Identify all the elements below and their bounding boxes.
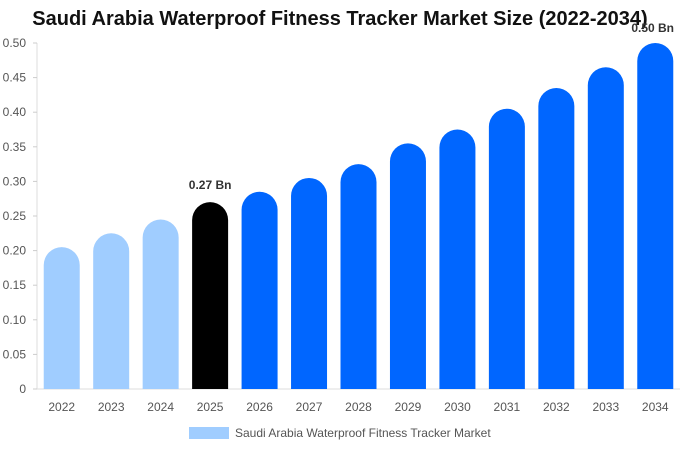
legend-label: Saudi Arabia Waterproof Fitness Tracker … xyxy=(235,426,491,440)
y-tick-label: 0.50 xyxy=(3,36,27,50)
bar-2026 xyxy=(241,191,278,389)
y-tick-label: 0.35 xyxy=(3,140,27,154)
bar-2025 xyxy=(192,202,229,389)
x-tick-label: 2029 xyxy=(395,400,422,414)
y-tick-label: 0.15 xyxy=(3,278,27,292)
x-tick-label: 2024 xyxy=(147,400,174,414)
y-tick-label: 0 xyxy=(19,382,26,396)
x-tick-label: 2022 xyxy=(48,400,75,414)
x-tick-label: 2031 xyxy=(494,400,521,414)
x-tick-label: 2034 xyxy=(642,400,669,414)
x-tick-label: 2032 xyxy=(543,400,570,414)
y-tick-label: 0.10 xyxy=(3,313,27,327)
x-tick-label: 2026 xyxy=(246,400,273,414)
y-tick-label: 0.20 xyxy=(3,244,27,258)
bar-2032 xyxy=(538,87,575,389)
bar-2034 xyxy=(637,43,674,389)
x-tick-label: 2023 xyxy=(98,400,125,414)
y-tick-label: 0.25 xyxy=(3,209,27,223)
bar-2031 xyxy=(488,108,525,389)
bar-2023 xyxy=(93,233,130,389)
bar-2029 xyxy=(389,143,426,389)
legend-swatch xyxy=(189,427,229,439)
bar-2028 xyxy=(340,164,377,389)
bar-2033 xyxy=(587,67,624,389)
y-tick-label: 0.45 xyxy=(3,71,27,85)
bar-2022 xyxy=(43,247,80,389)
y-tick-label: 0.30 xyxy=(3,174,27,188)
legend: Saudi Arabia Waterproof Fitness Tracker … xyxy=(189,426,491,440)
chart-title: Saudi Arabia Waterproof Fitness Tracker … xyxy=(32,8,648,30)
x-tick-label: 2025 xyxy=(197,400,224,414)
bar-2027 xyxy=(291,177,328,389)
x-tick-label: 2030 xyxy=(444,400,471,414)
bar-2024 xyxy=(142,219,179,389)
y-tick-label: 0.40 xyxy=(3,105,27,119)
x-tick-label: 2028 xyxy=(345,400,372,414)
x-tick-label: 2027 xyxy=(296,400,323,414)
x-tick-label: 2033 xyxy=(592,400,619,414)
bar-2030 xyxy=(439,129,476,389)
y-tick-label: 0.05 xyxy=(3,347,27,361)
data-label-2025: 0.27 Bn xyxy=(189,178,232,192)
data-label-2034: 0.50 Bn xyxy=(631,21,674,35)
